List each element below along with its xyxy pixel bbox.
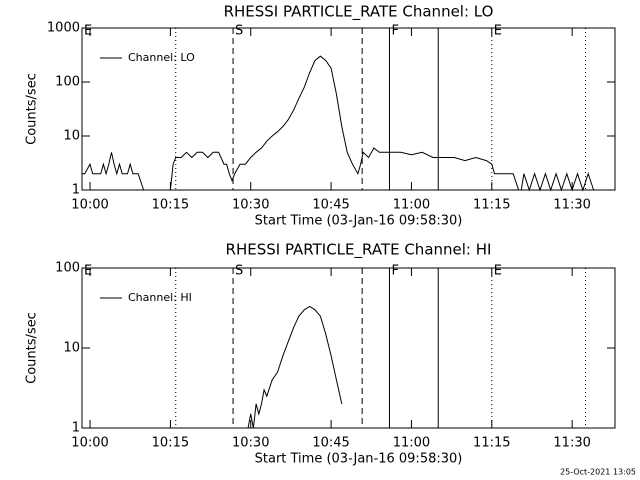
event-label: F [391, 264, 398, 279]
y-tick-label: 10 [63, 341, 80, 356]
y-axis-label: Counts/sec [25, 73, 40, 145]
y-tick-label: 100 [55, 75, 80, 90]
event-label: S [235, 264, 243, 279]
y-tick-label: 100 [55, 261, 80, 276]
x-tick-label: 11:15 [473, 198, 510, 213]
x-tick-label: 11:30 [553, 436, 590, 451]
event-label: E [494, 264, 502, 279]
data-line [82, 55, 595, 192]
x-tick-label: 10:15 [152, 436, 189, 451]
event-label: E [84, 24, 92, 39]
x-axis-label: Start Time (03-Jan-16 09:58:30) [255, 452, 463, 467]
chart-title: RHESSI PARTICLE_RATE Channel: HI [226, 241, 492, 260]
x-tick-label: 11:00 [393, 198, 430, 213]
y-tick-label: 1000 [47, 21, 80, 36]
chart-title: RHESSI PARTICLE_RATE Channel: LO [224, 3, 494, 22]
data-line [247, 305, 343, 429]
x-tick-label: 10:45 [312, 198, 349, 213]
x-tick-label: 11:00 [393, 436, 430, 451]
x-tick-label: 10:00 [71, 198, 108, 213]
legend-label: Channel: LO [128, 51, 195, 64]
plot-frame [81, 27, 616, 191]
event-label: F [391, 24, 398, 39]
legend-label: Channel: HI [128, 291, 192, 304]
event-label: S [235, 24, 243, 39]
x-tick-label: 11:15 [473, 436, 510, 451]
x-tick-label: 10:45 [312, 436, 349, 451]
timestamp: 25-Oct-2021 13:05 [560, 468, 636, 477]
y-tick-label: 1 [72, 421, 80, 436]
x-tick-label: 10:30 [232, 198, 269, 213]
y-tick-label: 10 [63, 129, 80, 144]
event-label: E [494, 24, 502, 39]
x-tick-label: 10:00 [71, 436, 108, 451]
event-label: E [84, 264, 92, 279]
x-tick-label: 10:30 [232, 436, 269, 451]
y-axis-label: Counts/sec [25, 312, 40, 384]
x-tick-label: 11:30 [553, 198, 590, 213]
y-tick-label: 1 [72, 183, 80, 198]
x-axis-label: Start Time (03-Jan-16 09:58:30) [255, 214, 463, 229]
x-tick-label: 10:15 [152, 198, 189, 213]
